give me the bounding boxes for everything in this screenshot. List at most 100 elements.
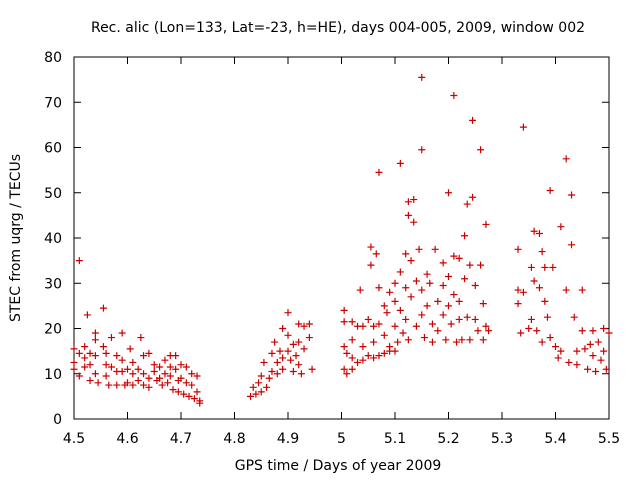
y-tick-label: 40 xyxy=(44,231,62,247)
x-tick-label: 4.5 xyxy=(63,431,85,447)
data-point xyxy=(423,302,431,310)
data-point xyxy=(469,193,477,201)
data-point xyxy=(364,315,372,323)
data-point xyxy=(543,313,551,321)
data-point xyxy=(164,379,172,387)
data-point xyxy=(356,286,364,294)
data-point xyxy=(158,381,166,389)
data-point xyxy=(94,379,102,387)
data-point xyxy=(145,374,153,382)
data-point xyxy=(482,220,490,228)
data-point xyxy=(348,336,356,344)
data-point xyxy=(348,365,356,373)
data-point xyxy=(70,358,78,366)
data-point xyxy=(145,383,153,391)
data-point xyxy=(107,363,115,371)
y-tick-label: 0 xyxy=(53,412,62,428)
data-point xyxy=(463,313,471,321)
data-point xyxy=(605,329,613,337)
data-point xyxy=(562,286,570,294)
data-point xyxy=(439,311,447,319)
data-point xyxy=(174,388,182,396)
data-point xyxy=(99,343,107,351)
data-point xyxy=(185,392,193,400)
data-point xyxy=(455,315,463,323)
data-point xyxy=(426,279,434,287)
data-point xyxy=(530,277,538,285)
data-point xyxy=(527,263,535,271)
data-point xyxy=(519,288,527,296)
data-point xyxy=(289,367,297,375)
data-point xyxy=(343,349,351,357)
data-point xyxy=(396,306,404,314)
data-point xyxy=(370,338,378,346)
data-point xyxy=(404,211,412,219)
data-point xyxy=(412,277,420,285)
data-point xyxy=(565,358,573,366)
data-point xyxy=(589,352,597,360)
data-point xyxy=(268,367,276,375)
data-point xyxy=(273,370,281,378)
data-point xyxy=(450,252,458,260)
data-point xyxy=(391,279,399,287)
data-point xyxy=(471,282,479,290)
data-point xyxy=(83,311,91,319)
data-point xyxy=(463,200,471,208)
data-point xyxy=(557,223,565,231)
data-point xyxy=(188,370,196,378)
data-point xyxy=(418,286,426,294)
data-point xyxy=(410,218,418,226)
data-point xyxy=(295,361,303,369)
data-point xyxy=(156,363,164,371)
data-point xyxy=(383,309,391,317)
data-point xyxy=(284,347,292,355)
x-axis-ticks: 4.5 4.6 4.7 4.8 4.9 5 5.1 5.2 5.3 5.4 5.5 xyxy=(63,57,620,447)
data-point xyxy=(348,318,356,326)
data-point xyxy=(265,374,273,382)
data-point xyxy=(439,259,447,267)
data-point xyxy=(169,386,177,394)
data-point xyxy=(70,345,78,353)
data-point xyxy=(161,356,169,364)
data-point xyxy=(113,381,121,389)
data-point xyxy=(359,322,367,330)
data-point xyxy=(514,300,522,308)
y-tick-label: 80 xyxy=(44,50,62,66)
data-point xyxy=(415,245,423,253)
data-point xyxy=(420,334,428,342)
x-tick-label: 5.5 xyxy=(598,431,620,447)
data-point xyxy=(70,365,78,373)
data-point xyxy=(380,331,388,339)
data-point xyxy=(348,354,356,362)
data-point xyxy=(86,349,94,357)
data-point xyxy=(295,338,303,346)
data-point xyxy=(600,347,608,355)
plot-area-frame xyxy=(73,56,610,420)
data-point xyxy=(177,361,185,369)
data-point xyxy=(396,268,404,276)
data-point xyxy=(166,363,174,371)
data-point xyxy=(391,322,399,330)
data-point xyxy=(404,198,412,206)
data-point xyxy=(102,349,110,357)
data-point xyxy=(375,352,383,360)
data-point xyxy=(410,196,418,204)
data-point xyxy=(102,361,110,369)
data-point xyxy=(81,343,89,351)
data-point xyxy=(407,257,415,265)
data-point xyxy=(287,356,295,364)
data-point xyxy=(260,358,268,366)
chart-title: Rec. alic (Lon=133, Lat=-23, h=HE), days… xyxy=(91,20,585,36)
data-point xyxy=(354,358,362,366)
data-point xyxy=(423,270,431,278)
data-point xyxy=(602,365,610,373)
data-point xyxy=(188,381,196,389)
y-axis-ticks: 0 10 20 30 40 50 60 70 80 xyxy=(44,50,609,428)
data-point xyxy=(562,155,570,163)
data-point xyxy=(404,336,412,344)
data-point xyxy=(137,334,145,342)
data-point xyxy=(308,365,316,373)
data-point xyxy=(530,227,538,235)
data-point xyxy=(75,257,83,265)
data-point xyxy=(445,302,452,310)
